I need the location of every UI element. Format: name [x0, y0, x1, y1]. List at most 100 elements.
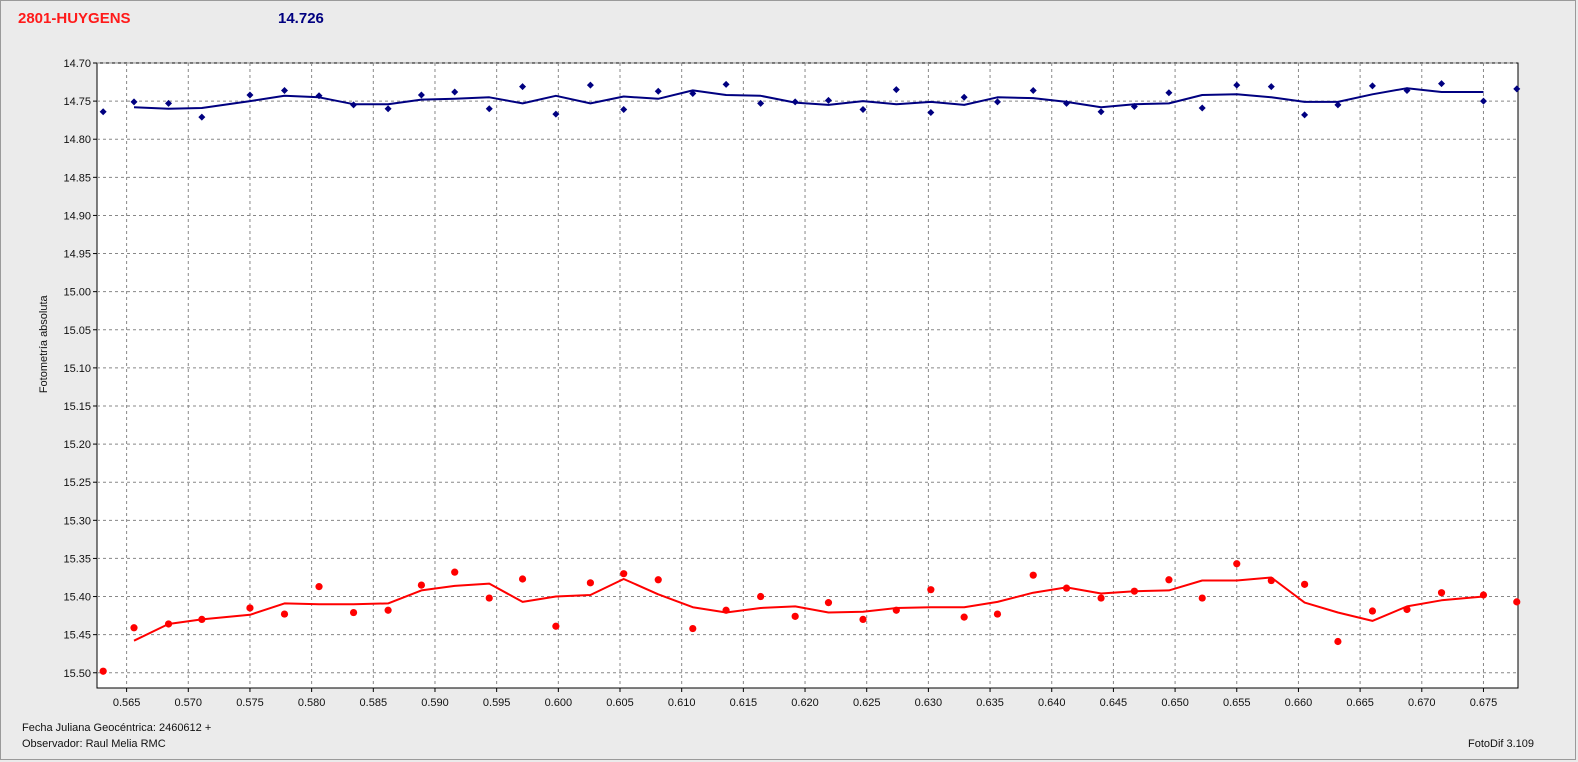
y-tick-label: 14.90 — [63, 210, 91, 222]
series-1 — [99, 80, 1521, 121]
x-tick-label: 0.570 — [175, 697, 203, 709]
data-point — [519, 83, 527, 91]
x-tick-label: 0.675 — [1470, 697, 1498, 709]
data-point — [586, 81, 594, 89]
y-tick-label: 15.25 — [63, 477, 91, 489]
data-point — [689, 624, 697, 633]
data-point — [485, 594, 493, 602]
x-tick-label: 0.625 — [853, 697, 881, 709]
x-tick-label: 0.635 — [976, 697, 1004, 709]
star-title: 2801-HUYGENS — [18, 10, 131, 27]
data-point — [689, 89, 697, 97]
data-point — [654, 87, 662, 95]
y-tick-label: 14.70 — [63, 58, 91, 70]
data-point — [315, 92, 323, 100]
data-point — [927, 586, 935, 594]
x-tick-label: 0.660 — [1285, 697, 1313, 709]
data-point — [824, 96, 832, 104]
y-tick-label: 15.50 — [63, 668, 91, 680]
data-point — [1403, 86, 1411, 94]
data-point — [1513, 598, 1521, 606]
mean-magnitude: 14.726 — [278, 10, 324, 27]
data-point — [417, 91, 425, 99]
data-point — [791, 98, 799, 106]
data-point — [1267, 83, 1275, 91]
y-tick-label: 15.15 — [63, 401, 91, 413]
data-point — [1165, 89, 1173, 97]
x-tick-label: 0.620 — [791, 697, 819, 709]
data-point — [485, 105, 493, 113]
data-point — [824, 599, 833, 607]
data-point — [1267, 576, 1275, 585]
y-tick-label: 15.45 — [63, 630, 91, 642]
data-point — [280, 86, 288, 94]
data-point — [1403, 605, 1411, 614]
y-tick-label: 14.80 — [63, 134, 91, 146]
series-2 — [99, 560, 1521, 675]
data-point — [1438, 80, 1446, 88]
observer-label: Observador: Raul Melia RMC — [22, 738, 166, 750]
data-point — [1029, 86, 1037, 94]
x-tick-label: 0.585 — [360, 697, 388, 709]
data-point — [757, 99, 765, 107]
data-point — [384, 606, 392, 614]
axes: 0.565 0.570 0.575 0.580 0.585 0.590 0.595 0.600… — [63, 58, 1497, 709]
data-point — [349, 608, 358, 617]
data-point — [960, 93, 968, 101]
data-point — [198, 615, 206, 624]
data-point — [246, 91, 254, 99]
data-point — [859, 105, 867, 113]
x-tick-label: 0.630 — [915, 697, 943, 709]
data-point — [99, 667, 107, 675]
trend-line — [133, 576, 1484, 642]
data-point — [1437, 589, 1446, 597]
data-point — [1165, 576, 1173, 584]
plot-area — [96, 62, 1519, 689]
x-tick-label: 0.610 — [668, 697, 696, 709]
data-point — [246, 604, 254, 612]
data-point — [1233, 560, 1241, 568]
data-point — [1097, 594, 1105, 602]
data-point — [1198, 594, 1206, 602]
x-tick-label: 0.575 — [236, 697, 264, 709]
y-tick-label: 15.10 — [63, 363, 91, 375]
y-tick-label: 15.35 — [63, 553, 91, 565]
data-point — [451, 88, 459, 96]
data-point — [99, 108, 107, 116]
y-tick-label: 15.00 — [63, 287, 91, 299]
trend-line — [133, 87, 1484, 110]
data-point — [960, 613, 968, 621]
data-point — [518, 575, 527, 583]
y-tick-label: 15.20 — [63, 439, 91, 451]
y-tick-label: 14.85 — [63, 172, 91, 184]
data-point — [1233, 81, 1241, 89]
data-point — [791, 612, 799, 620]
data-point — [1479, 97, 1487, 105]
data-point — [130, 98, 138, 106]
data-point — [620, 105, 628, 113]
data-point — [892, 606, 900, 614]
data-point — [1334, 101, 1342, 109]
data-point — [993, 98, 1001, 106]
x-tick-label: 0.650 — [1161, 697, 1189, 709]
data-point — [1130, 587, 1138, 595]
data-point — [1479, 591, 1488, 599]
y-tick-label: 14.95 — [63, 249, 91, 261]
data-point — [1334, 637, 1342, 646]
data-point — [315, 583, 323, 591]
x-tick-label: 0.645 — [1100, 697, 1128, 709]
data-point — [165, 99, 173, 107]
data-point — [384, 105, 392, 113]
x-tick-label: 0.655 — [1223, 697, 1251, 709]
y-tick-label: 15.30 — [63, 515, 91, 527]
x-tick-label: 0.605 — [606, 697, 634, 709]
data-point — [859, 615, 867, 624]
y-tick-label: 15.05 — [63, 325, 91, 337]
series — [99, 80, 1521, 675]
data-point — [1029, 571, 1037, 579]
data-point — [1368, 82, 1376, 90]
y-tick-label: 15.40 — [63, 592, 91, 604]
data-point — [722, 80, 730, 88]
